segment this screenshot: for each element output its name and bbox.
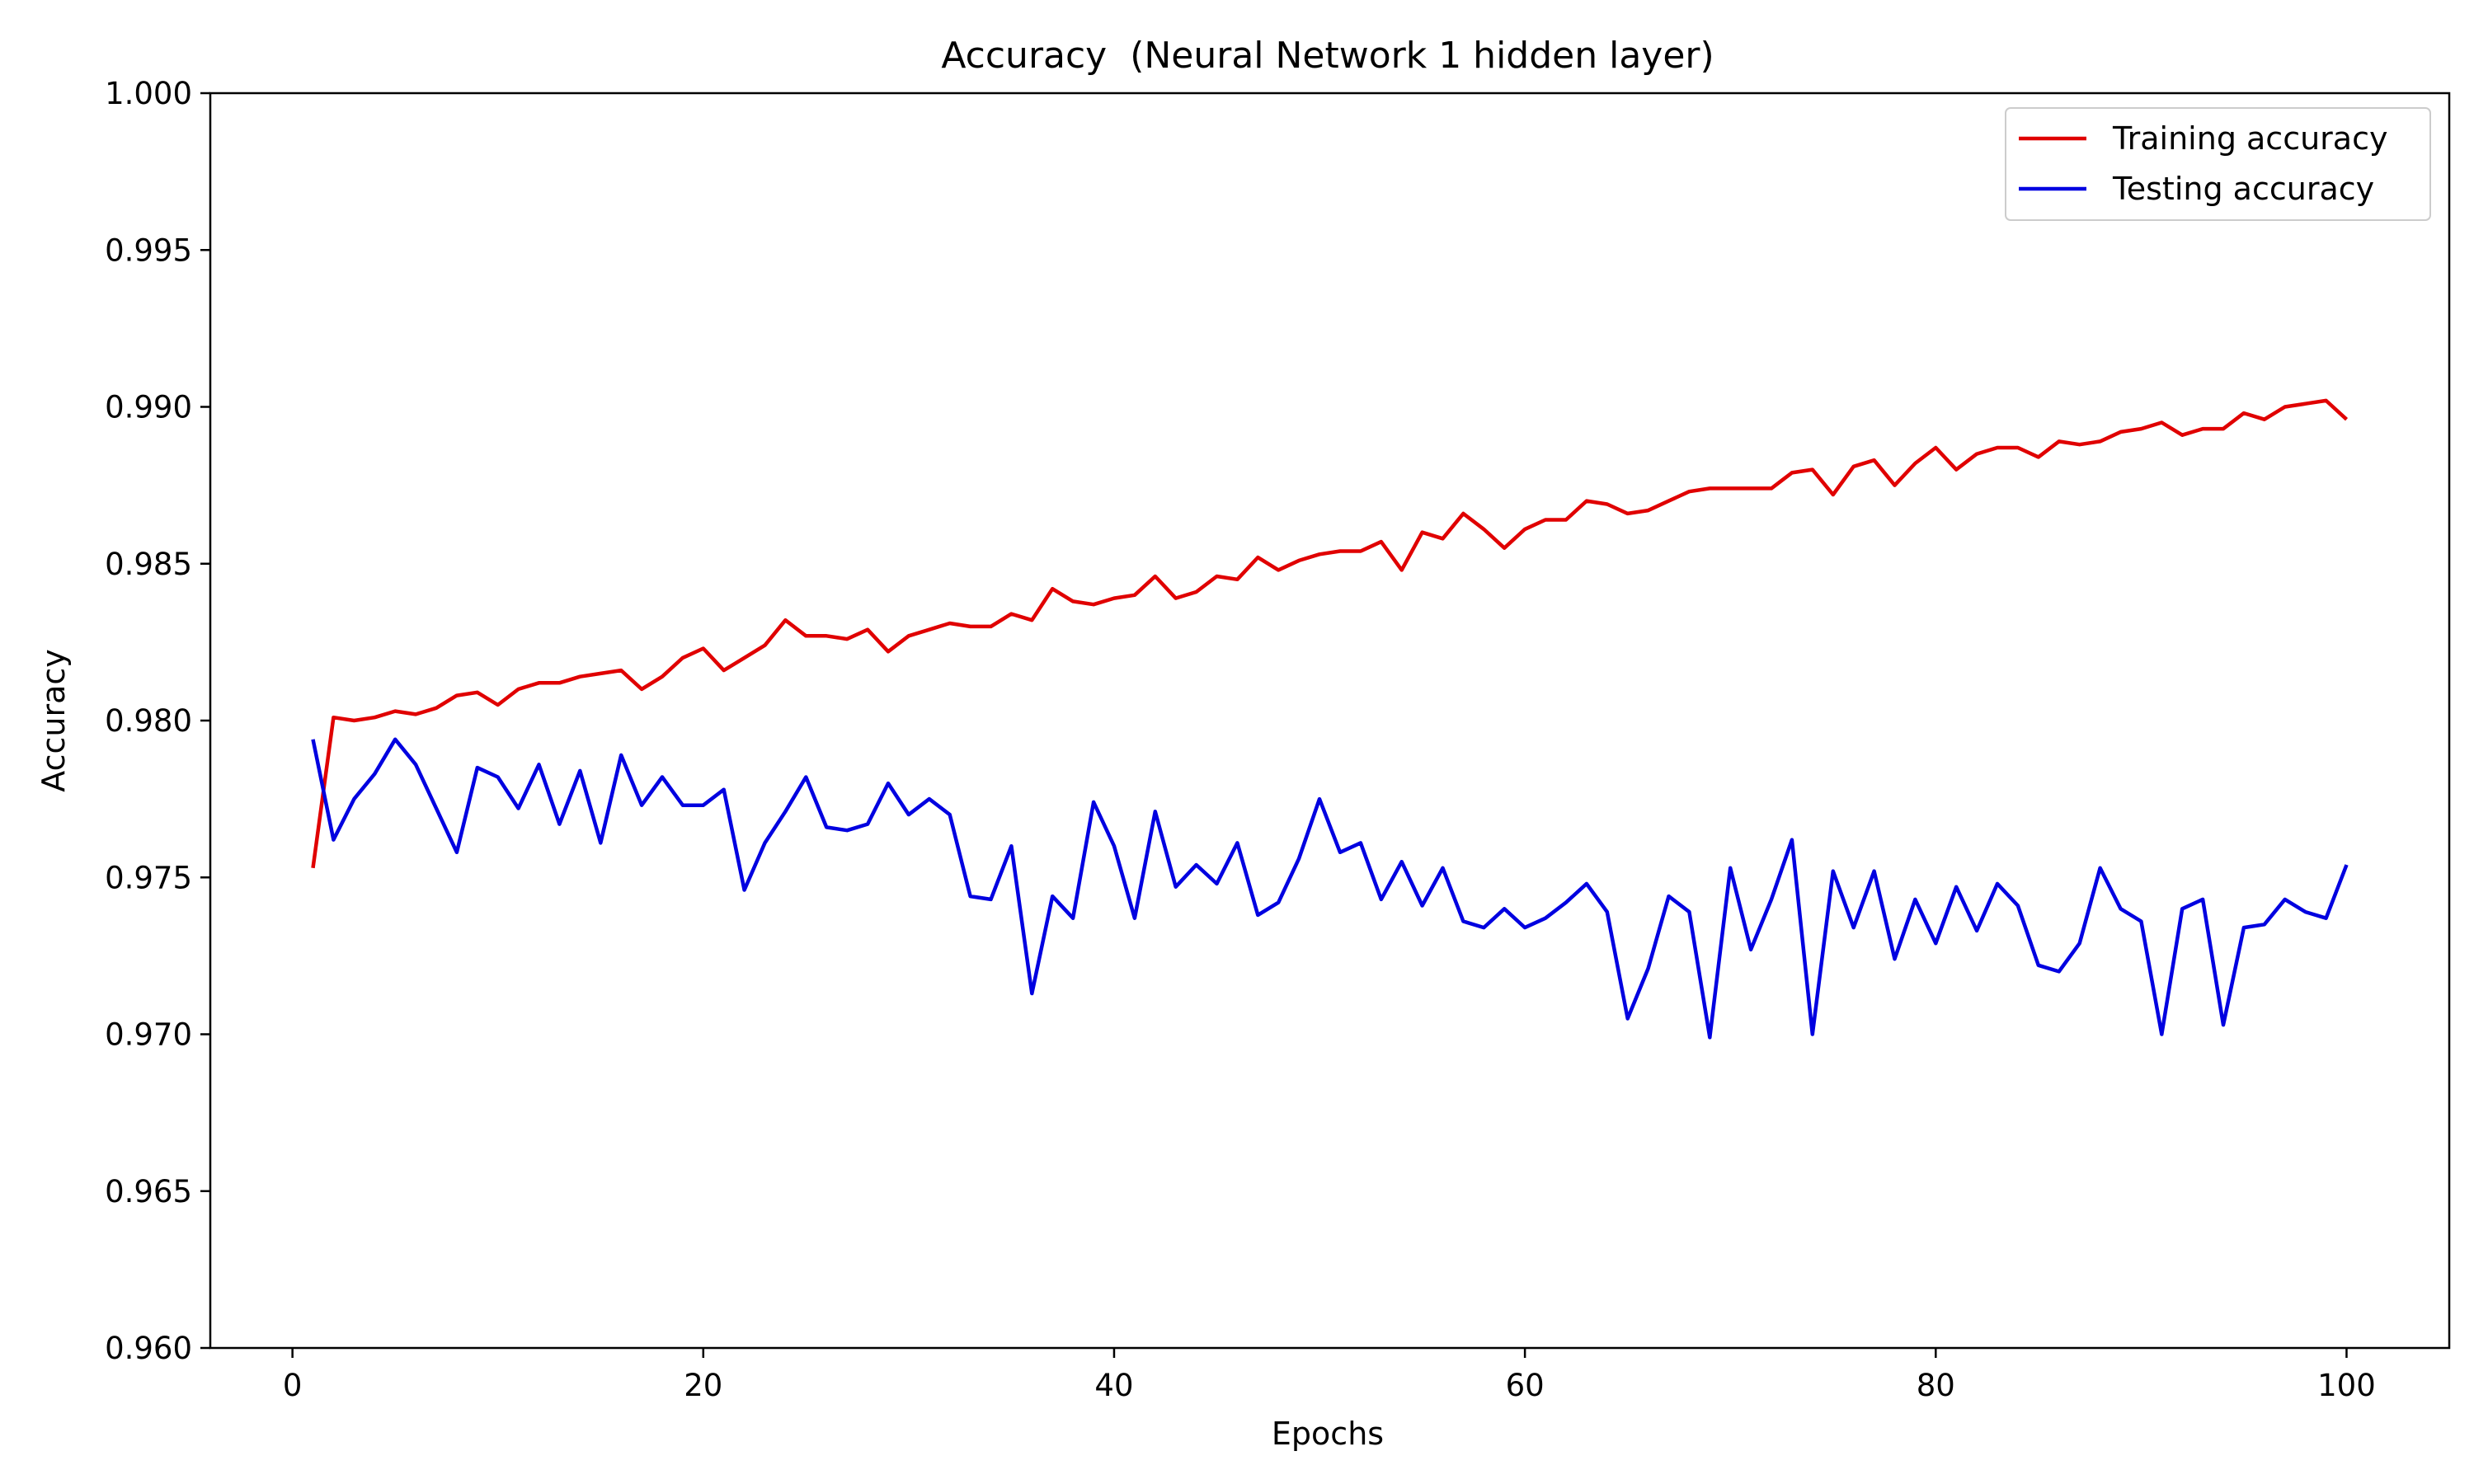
x-axis-label: Epochs — [1272, 1416, 1384, 1452]
legend: Training accuracy Testing accuracy — [2005, 107, 2431, 221]
series-line-training-accuracy — [311, 398, 2349, 869]
y-tick-label: 0.980 — [105, 703, 192, 739]
x-tick-label: 40 — [1094, 1368, 1133, 1403]
y-tick-label: 0.995 — [105, 232, 192, 268]
y-tick-label: 0.960 — [105, 1331, 192, 1366]
x-tick-label: 80 — [1917, 1368, 1955, 1403]
y-tick-label: 0.990 — [105, 390, 192, 425]
x-tick-label: 0 — [283, 1368, 303, 1403]
series-line-testing-accuracy — [311, 737, 2349, 1040]
x-axis-ticks: 0 20 40 60 80 100 — [283, 1348, 2376, 1403]
x-tick-label: 100 — [2317, 1368, 2376, 1403]
legend-label-training-accuracy: Training accuracy — [2112, 120, 2387, 157]
y-tick-label: 0.970 — [105, 1017, 192, 1053]
y-axis-label: Accuracy — [35, 649, 72, 792]
series-layer — [311, 398, 2349, 1040]
x-tick-label: 20 — [684, 1368, 722, 1403]
plot-frame — [209, 92, 2451, 1350]
y-axis-ticks: 0.960 0.965 0.970 0.975 0.980 0.985 0.990 0.995… — [105, 76, 210, 1366]
y-tick-label: 1.000 — [105, 76, 192, 111]
y-tick-label: 0.975 — [105, 860, 192, 895]
chart-title: Accuracy (Neural Network 1 hidden layer) — [941, 35, 1714, 77]
legend-label-testing-accuracy: Testing accuracy — [2112, 171, 2374, 207]
y-tick-label: 0.965 — [105, 1174, 192, 1209]
x-tick-label: 60 — [1506, 1368, 1545, 1403]
y-tick-label: 0.985 — [105, 547, 192, 582]
legend-box — [2005, 107, 2431, 221]
